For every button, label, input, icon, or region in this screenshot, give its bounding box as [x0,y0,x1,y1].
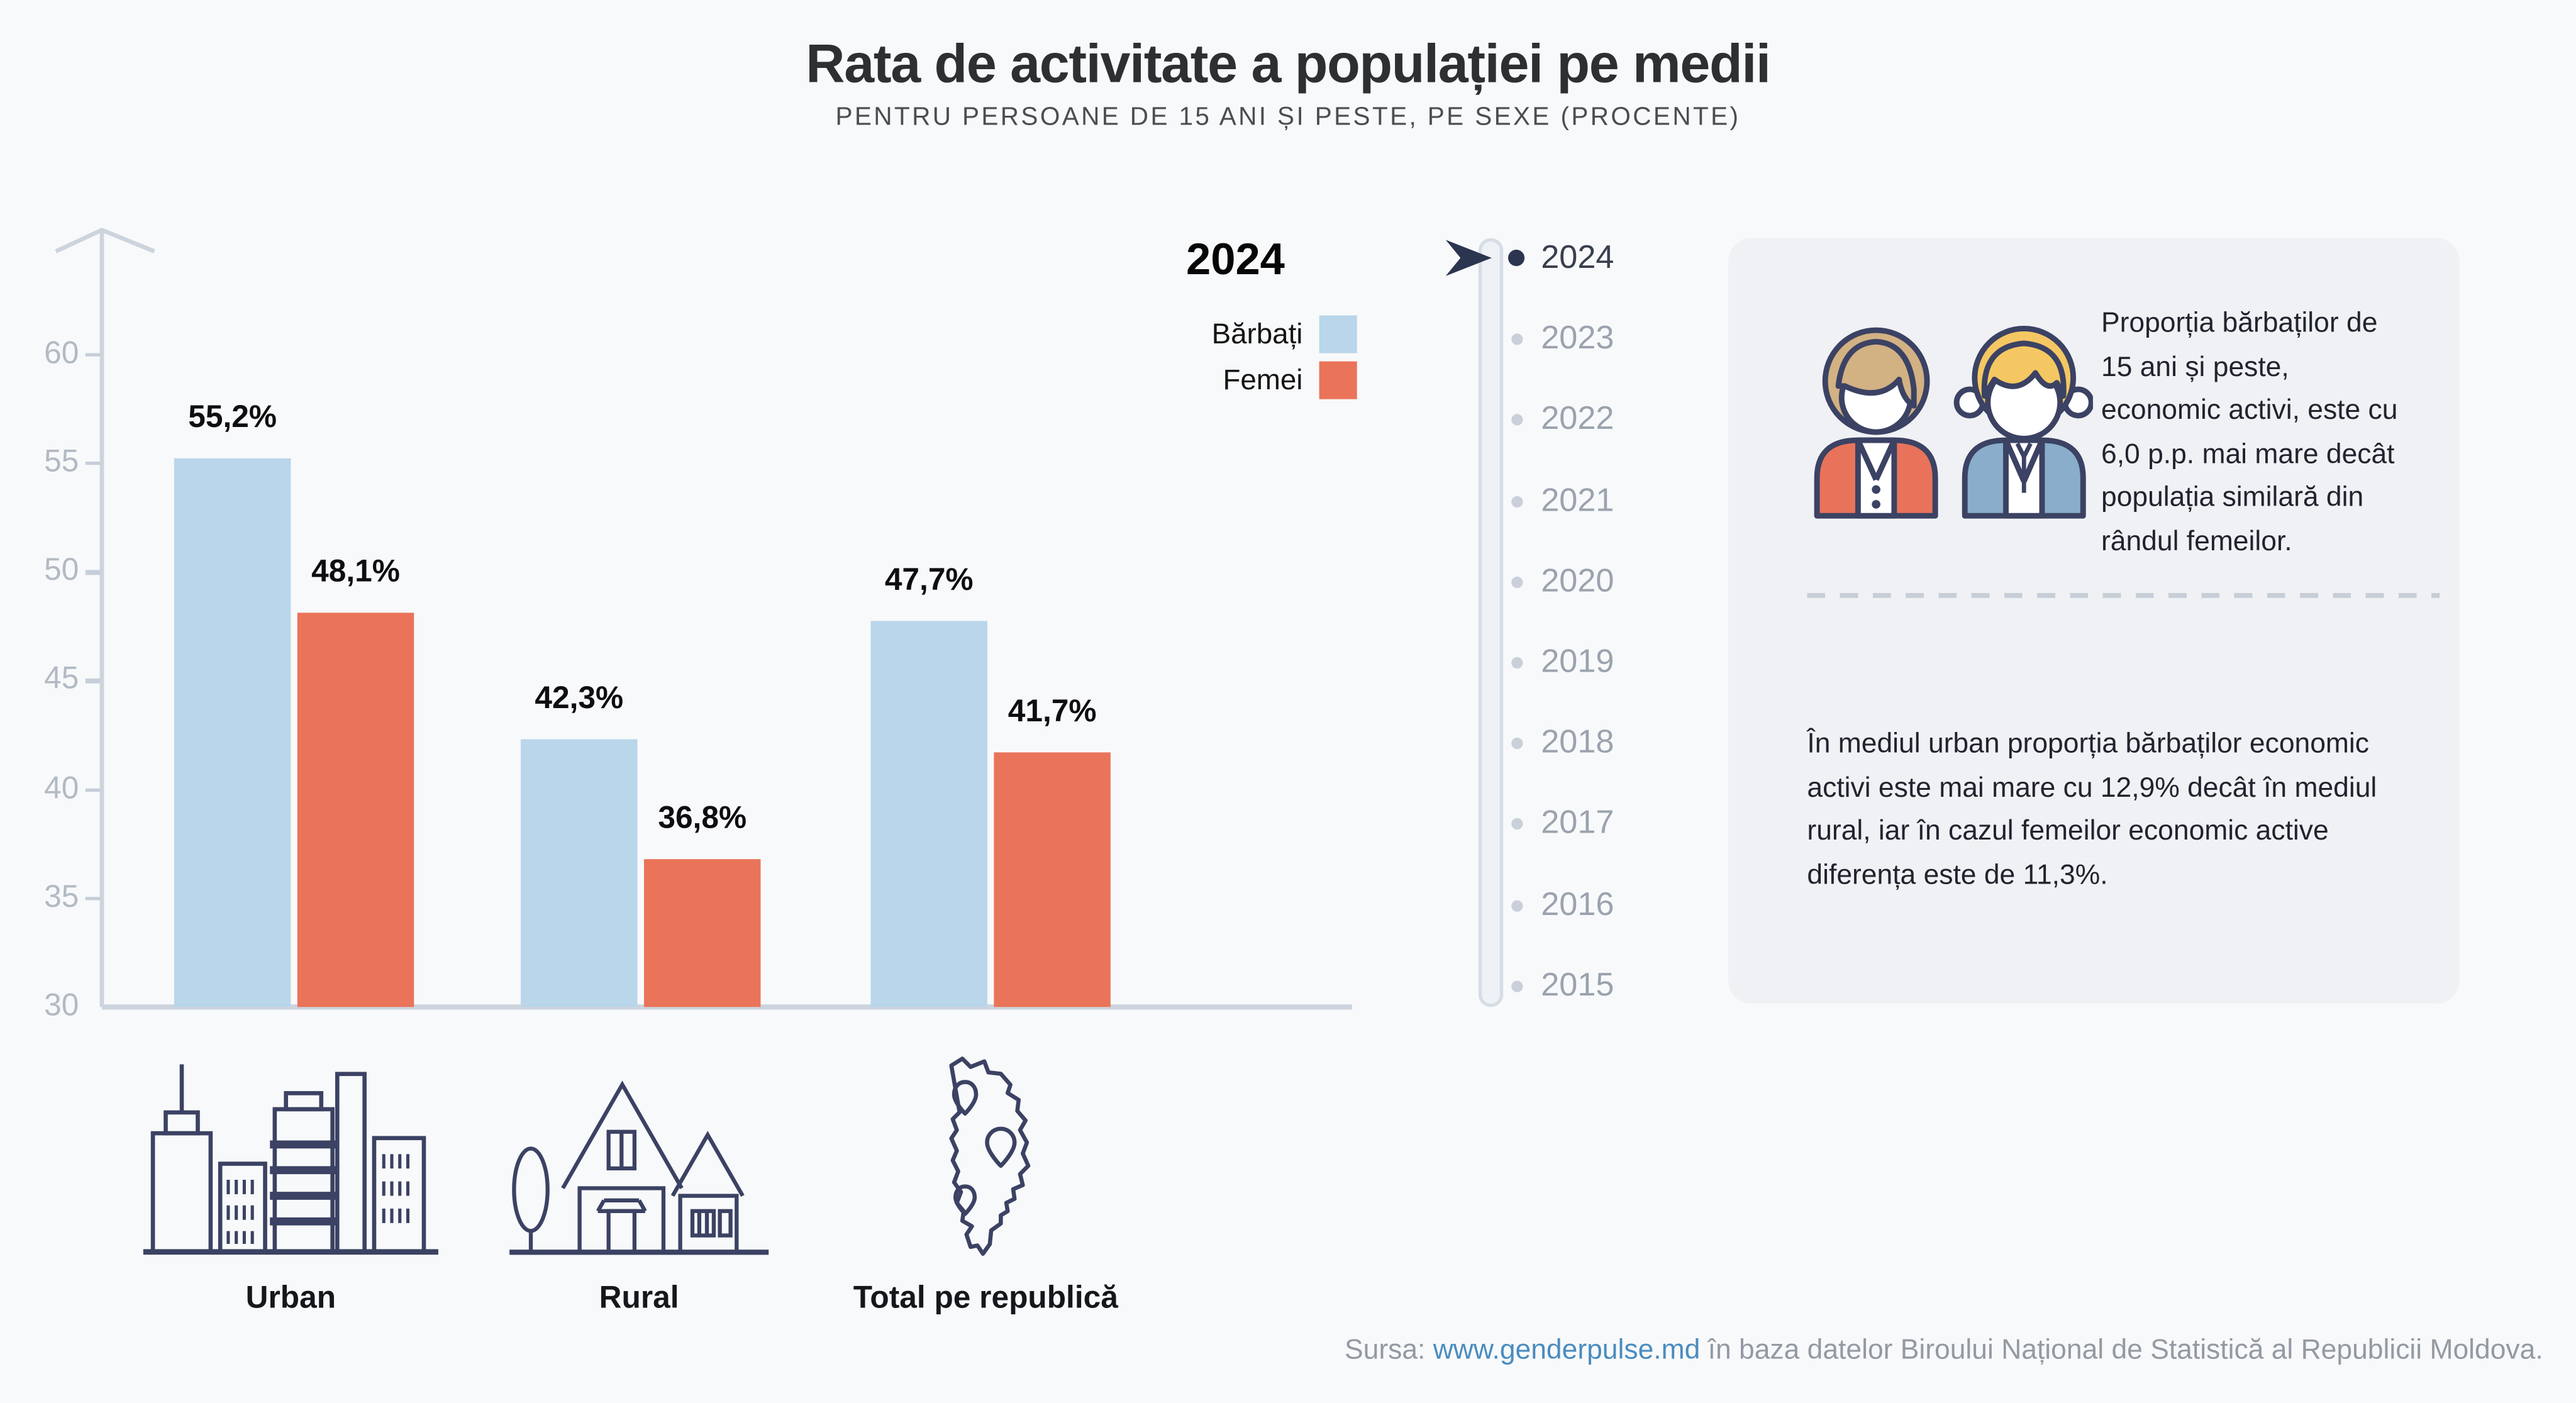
timeline-year-2023[interactable]: 2023 [1446,318,1660,360]
y-tick-mark [85,787,101,792]
timeline-dot [1511,657,1523,669]
legend-swatch-barbati [1319,315,1357,353]
y-tick-label: 35 [44,880,79,915]
bar-value-label: 48,1% [311,555,400,591]
bar-value-label: 55,2% [188,401,277,436]
y-tick-label: 55 [44,445,79,480]
timeline-year-2022[interactable]: 2022 [1446,398,1660,441]
timeline-dot [1511,818,1523,831]
timeline-year-label: 2018 [1541,724,1614,761]
city-icon [143,1064,438,1255]
source-suffix: în baza datelor Biroului Național de Sta… [1700,1334,2543,1365]
bar-value-label: 42,3% [535,682,624,717]
timeline-year-label: 2015 [1541,967,1614,1004]
bar-barbati [174,458,291,1007]
timeline-year-2015[interactable]: 2015 [1446,964,1660,1007]
timeline-dot [1511,899,1523,911]
timeline-dot [1511,333,1523,346]
timeline-year-label: 2016 [1541,886,1614,923]
category-label-total: Total pe republică [853,1281,1118,1316]
moldova-map-icon [949,1056,1031,1256]
timeline-year-2019[interactable]: 2019 [1446,641,1660,684]
timeline-year-label: 2020 [1541,563,1614,599]
timeline-dot [1511,738,1523,750]
legend-item-barbati: Bărbați [1133,315,1357,353]
legend-label-femei: Femei [1223,363,1303,396]
bar-value-label: 47,7% [884,564,974,599]
category-total: Total pe republică [805,1048,1167,1317]
insight-paragraph-2: În mediul urban proporția bărbaților eco… [1807,728,2377,890]
timeline-year-label: 2023 [1541,320,1614,357]
timeline-year-label: 2017 [1541,805,1614,842]
category-label-rural: Rural [599,1281,679,1316]
timeline-track[interactable] [1478,238,1504,1007]
timeline-dot [1507,250,1525,267]
bar-barbati [870,621,987,1007]
timeline-cursor-icon[interactable] [1444,238,1493,278]
page-subtitle: PENTRU PERSOANE DE 15 ANI ȘI PESTE, PE S… [835,103,1741,131]
y-tick-label: 50 [44,553,79,589]
timeline-dot [1511,576,1523,588]
y-tick-mark [85,896,101,901]
insight-paragraph-1: Proporția bărbaților de 15 ani și peste,… [2101,307,2398,557]
timeline-year-2020[interactable]: 2020 [1446,560,1660,602]
timeline-year-selector: 2024 2023 2022 2021 2020 2019 2018 2017 2016 2015 [1444,236,1660,1007]
bar-value-label: 36,8% [658,801,747,836]
timeline-year-2017[interactable]: 2017 [1446,802,1660,845]
category-label-urban: Urban [245,1281,336,1316]
y-tick-label: 40 [44,771,79,806]
y-tick-label: 30 [44,989,79,1024]
y-tick-mark [85,679,101,684]
timeline-year-label: 2019 [1541,643,1614,680]
bar-femei [643,858,761,1007]
timeline-dot [1511,980,1523,992]
legend-item-femei: Femei [1133,361,1357,399]
timeline-year-2018[interactable]: 2018 [1446,721,1660,764]
timeline-dot [1511,414,1523,426]
timeline-year-2016[interactable]: 2016 [1446,883,1660,926]
y-tick-label: 45 [44,662,79,697]
legend-swatch-femei [1319,361,1357,399]
chart-legend: 2024 Bărbați Femei [1133,235,1357,408]
y-tick-label: 60 [44,336,79,371]
legend-year: 2024 [1186,235,1285,284]
info-card: Proporția bărbaților de 15 ani și peste,… [1728,238,2460,1004]
category-urban: Urban [110,1048,472,1317]
timeline-year-2021[interactable]: 2021 [1446,479,1660,522]
bar-femei [994,752,1111,1007]
timeline-year-2024[interactable]: 2024 [1446,236,1660,279]
timeline-dot [1511,495,1523,507]
source-line: Sursa: www.genderpulse.md în baza datelo… [1345,1334,2543,1367]
dashed-divider [1807,593,2440,598]
house-icon [509,1080,769,1255]
man-woman-icon [1814,325,2093,519]
y-tick-mark [85,461,101,465]
source-prefix: Sursa: [1345,1334,1433,1365]
timeline-year-label: 2022 [1541,401,1614,438]
page-title: Rata de activitate a populației pe medii [806,33,1771,94]
category-rural: Rural [458,1048,820,1317]
legend-label-barbati: Bărbați [1211,317,1303,350]
y-axis-arrow-icon [55,228,155,253]
bar-barbati [521,739,638,1007]
bar-value-label: 41,7% [1008,694,1097,729]
source-link[interactable]: www.genderpulse.md [1433,1334,1701,1365]
y-tick-mark [85,352,101,357]
timeline-year-label: 2021 [1541,482,1614,519]
timeline-year-label: 2024 [1541,240,1614,276]
bar-femei [297,613,414,1007]
y-tick-mark [85,570,101,574]
